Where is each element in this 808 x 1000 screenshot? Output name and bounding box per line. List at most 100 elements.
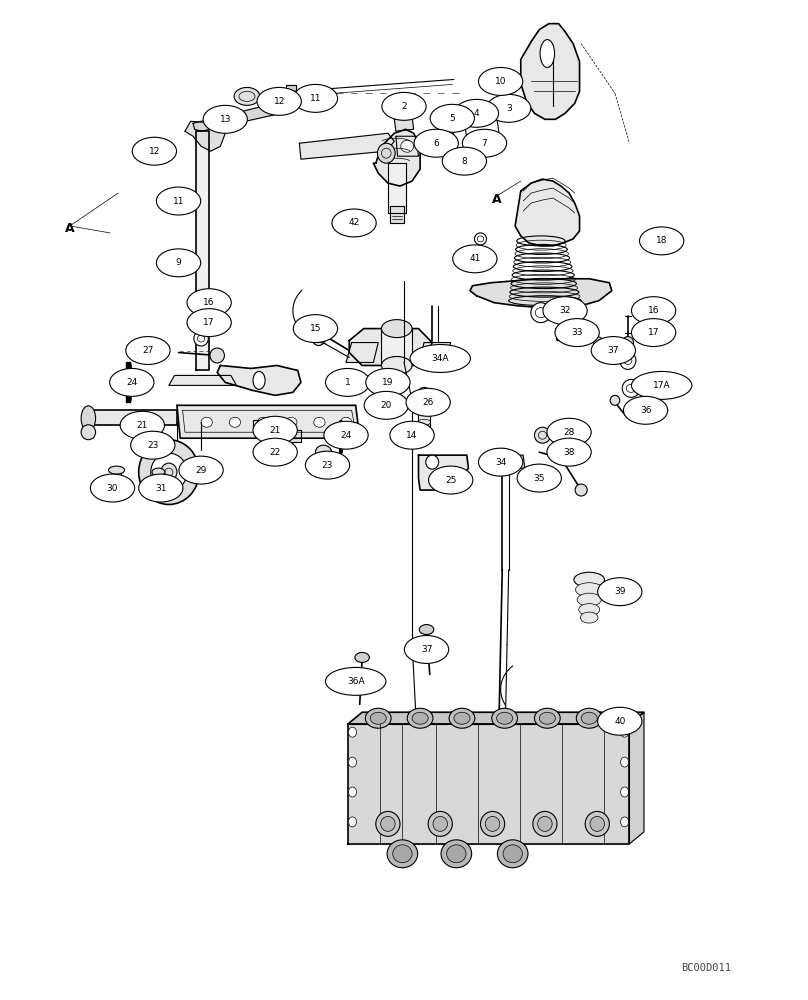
Text: 17A: 17A (653, 381, 671, 390)
Text: 12: 12 (149, 147, 160, 156)
Ellipse shape (581, 712, 597, 724)
Ellipse shape (543, 297, 587, 325)
Text: 5: 5 (449, 114, 455, 123)
Ellipse shape (332, 209, 377, 237)
Ellipse shape (579, 604, 600, 616)
Ellipse shape (448, 473, 461, 487)
Text: 23: 23 (147, 441, 158, 450)
Text: 4: 4 (473, 109, 479, 118)
Polygon shape (299, 133, 394, 159)
Ellipse shape (406, 388, 450, 416)
Ellipse shape (534, 708, 560, 728)
Ellipse shape (326, 368, 370, 396)
Ellipse shape (412, 712, 428, 724)
Ellipse shape (414, 129, 458, 157)
Ellipse shape (110, 368, 154, 396)
Ellipse shape (426, 455, 439, 469)
Ellipse shape (194, 331, 208, 346)
Ellipse shape (151, 453, 187, 491)
Text: 21: 21 (137, 421, 148, 430)
Ellipse shape (621, 787, 629, 797)
Ellipse shape (324, 421, 368, 449)
Text: A: A (65, 222, 74, 235)
Ellipse shape (610, 395, 620, 405)
Ellipse shape (126, 337, 170, 364)
Ellipse shape (234, 87, 260, 105)
Ellipse shape (161, 463, 177, 481)
Polygon shape (253, 420, 276, 432)
Ellipse shape (462, 129, 507, 157)
Text: 40: 40 (614, 717, 625, 726)
Ellipse shape (377, 143, 395, 163)
Text: 25: 25 (445, 476, 457, 485)
Polygon shape (394, 116, 414, 131)
Ellipse shape (364, 391, 408, 419)
Ellipse shape (203, 105, 247, 133)
Ellipse shape (365, 708, 391, 728)
Text: 36A: 36A (347, 677, 364, 686)
Ellipse shape (355, 652, 369, 662)
Ellipse shape (393, 845, 412, 863)
Text: 21: 21 (270, 426, 281, 435)
Ellipse shape (624, 396, 667, 424)
Ellipse shape (253, 371, 265, 389)
Ellipse shape (348, 787, 356, 797)
Ellipse shape (253, 438, 297, 466)
Ellipse shape (340, 417, 351, 427)
Ellipse shape (498, 840, 528, 868)
Polygon shape (177, 405, 360, 438)
Ellipse shape (311, 328, 326, 346)
Text: 34: 34 (495, 458, 507, 467)
Text: 1: 1 (345, 378, 351, 387)
Ellipse shape (517, 464, 562, 492)
Ellipse shape (196, 321, 206, 331)
Ellipse shape (480, 134, 490, 144)
Ellipse shape (497, 448, 511, 462)
Ellipse shape (620, 352, 636, 369)
Polygon shape (193, 101, 289, 131)
Ellipse shape (428, 811, 452, 836)
Polygon shape (373, 129, 420, 186)
Ellipse shape (481, 811, 505, 836)
Ellipse shape (598, 707, 642, 735)
Text: 36: 36 (640, 406, 651, 415)
Polygon shape (419, 392, 430, 432)
Ellipse shape (348, 817, 356, 827)
Polygon shape (346, 343, 378, 362)
Polygon shape (443, 123, 454, 139)
Ellipse shape (179, 456, 223, 484)
Ellipse shape (410, 345, 470, 372)
Ellipse shape (622, 379, 640, 397)
Ellipse shape (108, 466, 124, 474)
Text: 9: 9 (175, 258, 182, 267)
Text: 7: 7 (482, 139, 487, 148)
Text: 14: 14 (406, 431, 418, 440)
Ellipse shape (253, 416, 297, 444)
Ellipse shape (435, 355, 444, 364)
Ellipse shape (531, 303, 551, 323)
Ellipse shape (407, 708, 433, 728)
Text: 19: 19 (382, 378, 393, 387)
Ellipse shape (454, 99, 499, 127)
Ellipse shape (305, 451, 350, 479)
Ellipse shape (157, 249, 200, 277)
Ellipse shape (591, 337, 636, 364)
Ellipse shape (497, 712, 513, 724)
Ellipse shape (632, 319, 675, 347)
Text: 11: 11 (173, 197, 184, 206)
Ellipse shape (555, 319, 600, 347)
Text: 18: 18 (656, 236, 667, 245)
Ellipse shape (575, 583, 603, 597)
Polygon shape (349, 329, 432, 365)
Polygon shape (555, 329, 574, 341)
Text: 3: 3 (506, 104, 511, 113)
Text: 11: 11 (309, 94, 321, 103)
Ellipse shape (257, 87, 301, 115)
Text: 41: 41 (469, 254, 481, 263)
Ellipse shape (139, 474, 183, 502)
Ellipse shape (461, 117, 469, 125)
Ellipse shape (540, 40, 554, 67)
Ellipse shape (120, 411, 165, 439)
Ellipse shape (90, 474, 135, 502)
Ellipse shape (442, 147, 486, 175)
